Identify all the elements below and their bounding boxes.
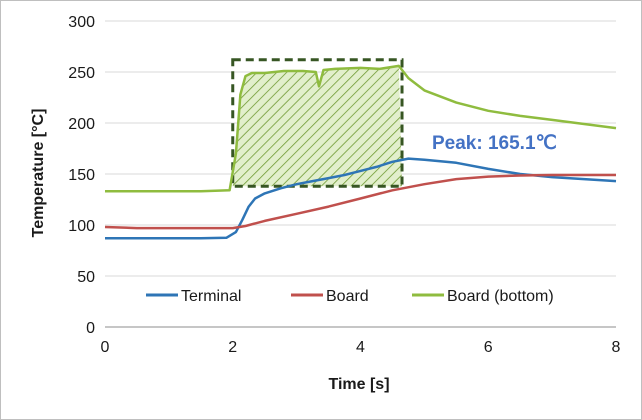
y-tick-label-200: 200: [68, 116, 95, 133]
y-tick-label-50: 50: [77, 269, 95, 286]
legend-label-terminal: Terminal: [181, 288, 241, 305]
y-axis-title: Temperature [°C]: [30, 109, 47, 238]
peak-annotation: Peak: 165.1℃: [432, 133, 557, 154]
legend: Terminal Board Board (bottom): [146, 288, 554, 305]
x-tick-label-4: 4: [356, 339, 365, 356]
y-tick-label-150: 150: [68, 167, 95, 184]
series-line-board: [104, 173, 616, 230]
x-tick-label-8: 8: [612, 339, 621, 356]
highlight-hatch-fill: [232, 65, 403, 187]
x-axis-title: Time [s]: [328, 376, 389, 393]
legend-label-board: Board: [326, 288, 369, 305]
x-tick-label-2: 2: [228, 339, 237, 356]
series-line-board-bottom: [105, 64, 617, 193]
y-tick-label-250: 250: [68, 65, 95, 82]
y-tick-label-100: 100: [68, 218, 95, 235]
y-tick-label-300: 300: [68, 14, 95, 31]
y-tick-label-0: 0: [86, 320, 95, 337]
x-tick-label-0: 0: [101, 339, 110, 356]
x-tick-label-6: 6: [484, 339, 493, 356]
highlight-box: [231, 58, 404, 188]
legend-label-board-bottom: Board (bottom): [447, 288, 554, 305]
series-line-terminal: [105, 157, 617, 240]
